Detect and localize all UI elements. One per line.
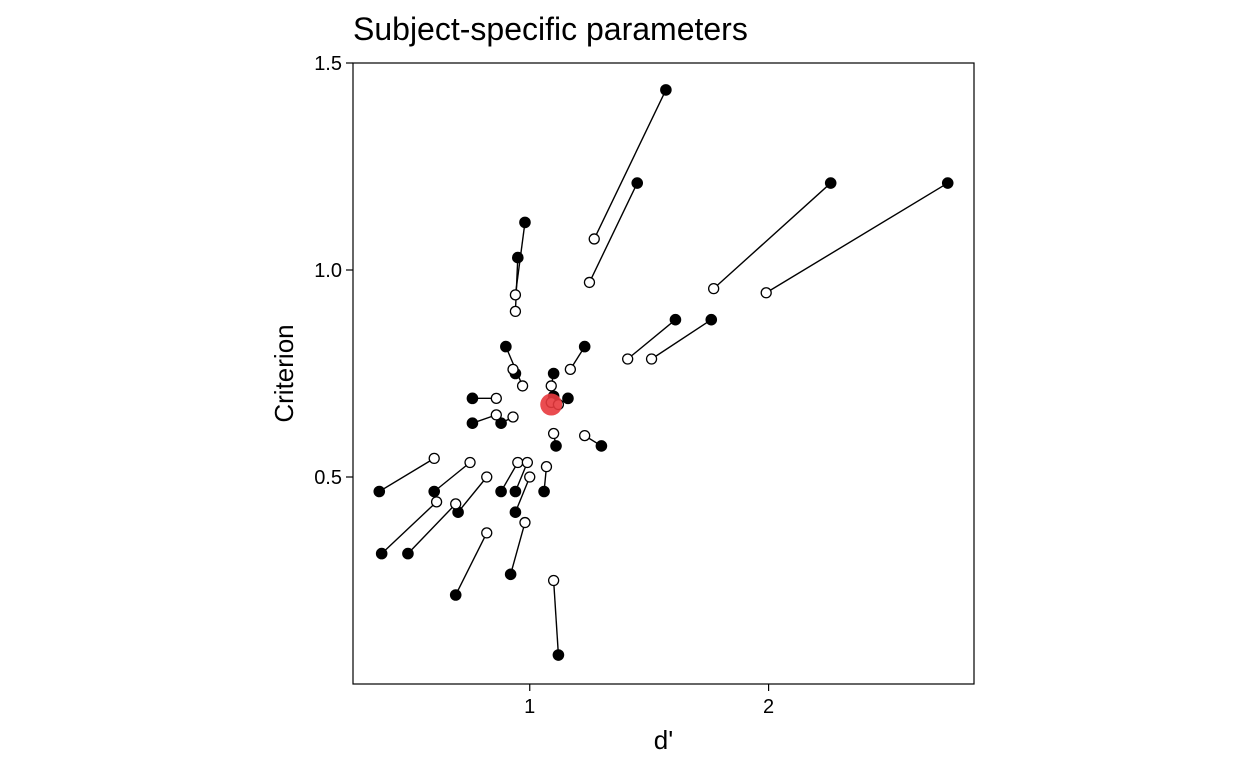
open-point (524, 471, 536, 483)
filled-point (495, 417, 507, 429)
filled-point (512, 251, 524, 264)
x-tick-label: 2 (763, 696, 774, 718)
open-point (579, 429, 591, 442)
open-point (588, 233, 600, 245)
filled-point (509, 485, 522, 498)
open-point (481, 471, 493, 483)
open-point (583, 276, 596, 289)
open-point (547, 574, 560, 587)
connector-line (457, 476, 488, 513)
connector-lines (378, 89, 949, 656)
y-axis: 0.5 1.0 1.5 (314, 53, 353, 489)
open-point (547, 427, 560, 440)
filled-point (402, 547, 414, 560)
filled-point (552, 649, 565, 661)
connector-line (593, 89, 667, 240)
open-point (509, 289, 522, 301)
connector-line (381, 501, 438, 555)
filled-point (547, 367, 560, 380)
connector-line (627, 319, 676, 360)
filled-point (466, 392, 479, 405)
open-point (519, 516, 531, 529)
filled-point (500, 340, 512, 353)
open-point (564, 363, 576, 376)
open-point (507, 411, 519, 423)
connector-line (713, 182, 832, 290)
chart-title: Subject-specific parameters (353, 11, 748, 47)
open-point (430, 496, 443, 508)
connector-line (455, 532, 488, 596)
open-point (545, 380, 557, 392)
y-tick-label: 1.0 (314, 260, 342, 282)
connector-line (588, 182, 638, 283)
open-point (622, 353, 634, 365)
connector-line (514, 476, 531, 513)
connector-line (552, 580, 560, 656)
filled-point (941, 177, 954, 189)
y-tick-label: 1.5 (314, 53, 342, 75)
connector-line (651, 319, 712, 360)
connector-line (407, 503, 457, 555)
open-point (760, 287, 772, 299)
y-tick-label: 0.5 (314, 467, 342, 489)
filled-point (562, 392, 574, 405)
filled-point (466, 417, 479, 429)
plot-frame (352, 62, 975, 685)
filled-point (504, 568, 517, 581)
open-point (509, 305, 522, 318)
open-point (516, 380, 529, 392)
filled-point (509, 506, 522, 518)
plot-area (373, 84, 954, 661)
filled-point (705, 313, 718, 326)
connector-line (514, 257, 519, 312)
open-point (540, 460, 553, 473)
x-axis-label: d' (654, 725, 673, 755)
x-tick-label: 1 (524, 696, 535, 718)
filled-point (538, 485, 550, 498)
filled-point (660, 84, 672, 96)
open-point (490, 392, 502, 404)
filled-point (550, 440, 562, 452)
filled-point (428, 485, 441, 498)
filled-point (519, 216, 531, 229)
open-point (645, 353, 658, 365)
y-axis-label: Criterion (269, 324, 299, 422)
filled-point (373, 485, 386, 498)
open-point (512, 456, 524, 469)
open-point (521, 456, 534, 469)
connector-line (378, 457, 435, 493)
filled-points (373, 84, 954, 661)
open-point (490, 409, 502, 421)
connector-line (433, 461, 471, 493)
filled-point (449, 589, 462, 601)
open-point (507, 363, 519, 376)
open-point (428, 452, 440, 465)
filled-point (631, 177, 644, 189)
open-point (481, 527, 493, 539)
connector-line (765, 182, 949, 294)
mean-point (540, 393, 563, 416)
open-point (708, 282, 720, 295)
open-point (464, 456, 476, 469)
filled-point (595, 440, 608, 452)
filled-point (495, 485, 507, 498)
filled-point (824, 177, 837, 189)
filled-point (578, 340, 591, 353)
filled-point (375, 547, 388, 560)
open-points (428, 233, 772, 587)
connector-line (509, 522, 526, 575)
open-point (450, 498, 462, 510)
filled-point (669, 313, 682, 326)
